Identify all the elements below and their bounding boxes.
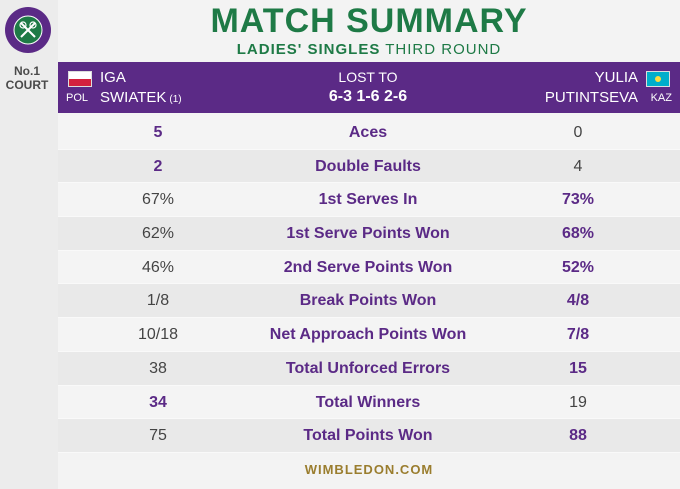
stat-label: Double Faults bbox=[315, 157, 421, 175]
stat-row: 75 Total Points Won 88 bbox=[58, 419, 680, 453]
stat-label: Net Approach Points Won bbox=[269, 326, 467, 344]
sidebar: No.1 COURT bbox=[0, 0, 58, 489]
players-bar: POL IGA SWIATEK (1) LOST TO 6-3 1-6 2-6 Y… bbox=[58, 62, 680, 113]
player1-stat-value: 75 bbox=[149, 427, 167, 445]
result-score: 6-3 1-6 2-6 bbox=[328, 88, 408, 105]
page-title: MATCH SUMMARY bbox=[210, 2, 528, 40]
round-name: THIRD ROUND bbox=[385, 41, 502, 58]
stat-label: Total Points Won bbox=[303, 427, 433, 445]
stat-label: Aces bbox=[348, 124, 388, 141]
player1-seed: (1) bbox=[169, 94, 182, 105]
player1-stat-value: 46% bbox=[141, 258, 175, 276]
player2-stat-value: 52% bbox=[561, 258, 595, 276]
player2-stat-value: 15 bbox=[569, 359, 587, 377]
player2-stat-value: 88 bbox=[569, 427, 587, 445]
kazakhstan-flag-icon bbox=[646, 71, 670, 87]
stat-row: 2 Double Faults 4 bbox=[58, 149, 680, 184]
page-subtitle: LADIES' SINGLES THIRD ROUND bbox=[58, 40, 680, 60]
player2-stat-value: 7/8 bbox=[566, 326, 590, 344]
player2-last-name: PUTINTSEVA bbox=[544, 89, 638, 106]
player2-stat-value: 68% bbox=[561, 225, 595, 243]
stat-label: 2nd Serve Points Won bbox=[283, 258, 453, 276]
stat-label: 1st Serve Points Won bbox=[286, 225, 450, 243]
stat-row: 38 Total Unforced Errors 15 bbox=[58, 351, 680, 386]
event-name: LADIES' SINGLES bbox=[236, 41, 381, 58]
player1-country: POL bbox=[66, 92, 89, 104]
stats-table: 5 Aces 0 2 Double Faults 4 67% 1st Serves In 73%… bbox=[58, 116, 680, 453]
stat-label: Break Points Won bbox=[299, 292, 437, 310]
player1-stat-value: 62% bbox=[141, 225, 175, 243]
player1-stat-value: 5 bbox=[153, 124, 163, 141]
player2-stat-value: 4/8 bbox=[566, 292, 590, 310]
footer-website: WIMBLEDON.COM bbox=[304, 462, 434, 477]
wimbledon-logo-icon bbox=[5, 7, 51, 53]
player1-stat-value: 2 bbox=[153, 157, 163, 175]
player1-first-name: IGA bbox=[100, 69, 126, 86]
player2-stat-value: 73% bbox=[561, 191, 595, 209]
player1-surname: SWIATEK bbox=[100, 89, 167, 106]
court-label: No.1 COURT bbox=[0, 64, 54, 92]
player2-first-name: YULIA bbox=[594, 69, 638, 86]
stat-label: Total Unforced Errors bbox=[285, 359, 451, 377]
stat-label: Total Winners bbox=[315, 393, 421, 411]
player2-country: KAZ bbox=[650, 92, 672, 104]
stat-label: 1st Serves In bbox=[318, 191, 418, 209]
player1-stat-value: 34 bbox=[149, 393, 167, 411]
court-number: No.1 bbox=[13, 64, 40, 78]
stat-row: 34 Total Winners 19 bbox=[58, 385, 680, 420]
poland-flag-icon bbox=[68, 71, 92, 87]
stat-row: 46% 2nd Serve Points Won 52% bbox=[58, 250, 680, 285]
court-word: COURT bbox=[5, 78, 49, 92]
player1-last-name: SWIATEK (1) bbox=[100, 89, 182, 106]
player2-stat-value: 0 bbox=[573, 124, 583, 141]
player1-stat-value: 67% bbox=[141, 191, 175, 209]
stat-row: 10/18 Net Approach Points Won 7/8 bbox=[58, 318, 680, 352]
player1-stat-value: 1/8 bbox=[146, 292, 170, 310]
player2-stat-value: 19 bbox=[569, 393, 587, 411]
stat-row: 62% 1st Serve Points Won 68% bbox=[58, 217, 680, 251]
player2-stat-value: 4 bbox=[573, 157, 583, 175]
result-label: LOST TO bbox=[338, 69, 398, 85]
stat-row: 1/8 Break Points Won 4/8 bbox=[58, 284, 680, 319]
stat-row: 67% 1st Serves In 73% bbox=[58, 183, 680, 218]
player1-stat-value: 38 bbox=[149, 359, 167, 377]
player1-stat-value: 10/18 bbox=[137, 326, 179, 344]
stat-row: 5 Aces 0 bbox=[58, 116, 680, 150]
